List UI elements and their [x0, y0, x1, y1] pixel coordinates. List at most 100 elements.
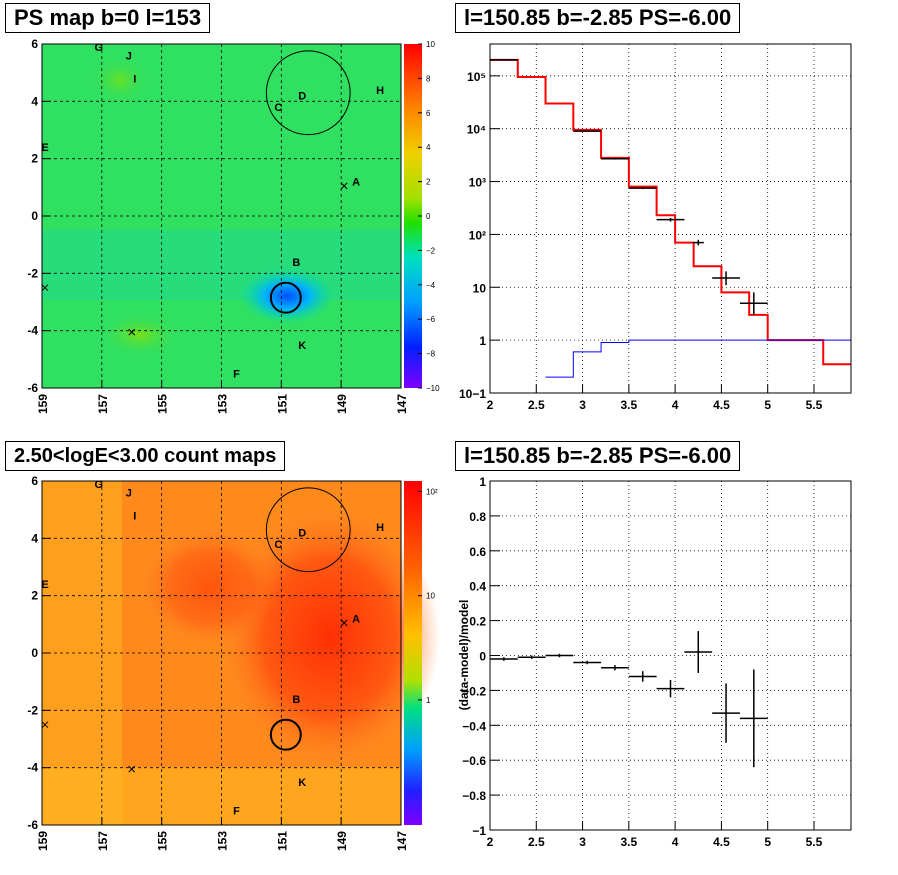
y-tick-label: 2	[31, 589, 38, 603]
ps-map-field	[42, 44, 401, 388]
source-label: F	[233, 806, 240, 818]
y-tick-label: 10	[473, 281, 487, 295]
y-tick-label: 10²	[469, 228, 486, 242]
y-tick-label: 6	[31, 37, 38, 51]
region-circle	[269, 281, 302, 314]
y-tick-label: 10⁴	[467, 123, 486, 137]
ps-map-colorbar-ticks: 10 8 6 4 2 0 −2 −4 −6 −8 −10	[418, 40, 440, 393]
source-label: E	[41, 142, 48, 154]
source-label: D	[298, 91, 306, 103]
residual-grid	[489, 480, 851, 831]
spectrum-frame	[489, 43, 852, 394]
spectrum-series	[490, 58, 851, 378]
colorbar-tick-label: 0	[426, 212, 431, 221]
x-tick-label: 2	[487, 835, 494, 849]
source-label: C	[274, 539, 282, 551]
y-tick-label: -2	[27, 266, 38, 280]
ps-map-axes: 159 157 155 153 151 149 147 6 4 2 0 -2 -4 -6	[27, 37, 409, 414]
colorbar-tick-label: −2	[426, 246, 436, 255]
source-label: I	[133, 510, 136, 522]
x-tick-label: 3.5	[621, 835, 638, 849]
x-tick-label: 3	[579, 835, 586, 849]
source-label: B	[292, 694, 300, 706]
y-tick-label: 10⁵	[467, 70, 486, 84]
x-tick-label: 2	[487, 398, 494, 412]
colorbar-tick-label: 1	[426, 696, 431, 705]
x-tick-label: 5.5	[806, 835, 823, 849]
source-label: H	[376, 85, 384, 97]
residual-series	[490, 631, 768, 768]
ps-map-chart: A B C D E F G H IJ K 159 157 155 153 151 149 147 6 4 2 0 -2 -…	[27, 37, 440, 414]
x-tick-label: 5.5	[806, 398, 823, 412]
x-tick-label: 159	[36, 831, 50, 851]
ps-map-overlay: A B C D E F G H IJ K	[41, 42, 384, 381]
colorbar-tick-label: 4	[426, 143, 431, 152]
source-label: C	[274, 102, 282, 114]
y-tick-label: 0.2	[469, 615, 486, 629]
x-tick-label: 151	[275, 831, 289, 851]
x-tick-label: 3	[579, 398, 586, 412]
y-tick-label: 4	[31, 94, 38, 108]
ps-map-dip	[239, 268, 335, 324]
colorbar-tick-label: 10²	[426, 487, 438, 496]
x-tick-label: 4.5	[713, 835, 730, 849]
colorbar-tick-label: 10	[426, 40, 435, 49]
x-tick-label: 153	[216, 831, 230, 851]
source-label: I	[133, 73, 136, 85]
x-tick-label: 153	[216, 394, 230, 414]
x-tick-label: 2.5	[528, 835, 545, 849]
residual-axes: 2 2.5 3 3.5 4 4.5 5 5.5 1 0.8 0.6 0.4 0.2 0 −0.2 −0.4 −0…	[462, 475, 822, 849]
colorbar-tick-label: 8	[426, 74, 431, 83]
y-tick-label: 10³	[469, 176, 486, 190]
ps-map-hotspot	[100, 313, 180, 357]
x-tick-label: 147	[395, 394, 409, 414]
count-map-title: 2.50<logE<3.00 count maps	[5, 441, 286, 471]
colorbar-tick-label: 10	[426, 592, 435, 601]
region-circle	[269, 718, 302, 751]
ps-map-colorbar	[404, 44, 422, 388]
y-tick-label: 0	[479, 650, 486, 664]
colorbar-tick-label: 2	[426, 178, 431, 187]
model-series-line	[490, 58, 851, 366]
region-circle	[265, 50, 351, 136]
y-tick-label: −1	[472, 824, 486, 838]
y-tick-label: 0.6	[469, 545, 486, 559]
y-tick-label: 2	[31, 152, 38, 166]
x-tick-label: 151	[275, 394, 289, 414]
y-tick-label: -4	[27, 761, 38, 775]
x-tick-label: 149	[335, 831, 349, 851]
colorbar-tick-label: −10	[426, 384, 440, 393]
colorbar-tick-label: −8	[426, 350, 436, 359]
x-tick-label: 157	[96, 394, 110, 414]
source-label: G	[95, 479, 104, 491]
y-tick-label: −0.6	[462, 754, 486, 768]
background-series-line	[545, 339, 851, 378]
cross-marker	[340, 182, 348, 190]
y-tick-label: 6	[31, 474, 38, 488]
count-map-chart: A B C D E F G H IJ K 159 157 155 153 151 149 147 6 4 2 0 -2 -…	[27, 474, 440, 851]
y-tick-label: −0.8	[462, 789, 486, 803]
y-tick-label: -2	[27, 703, 38, 717]
colorbar-tick-label: −4	[426, 281, 436, 290]
x-tick-label: 2.5	[528, 398, 545, 412]
count-map-colorbar-ticks: 10² 10 1	[418, 487, 438, 705]
y-tick-label: 10−1	[459, 387, 486, 401]
y-tick-label: 0	[31, 209, 38, 223]
x-tick-label: 159	[36, 394, 50, 414]
cross-marker	[128, 765, 136, 773]
source-label: F	[233, 369, 240, 381]
y-tick-label: −0.2	[462, 684, 486, 698]
y-tick-label: 4	[31, 531, 38, 545]
source-label: G	[95, 42, 104, 54]
y-tick-label: 0.8	[469, 510, 486, 524]
x-tick-label: 4	[672, 398, 679, 412]
y-tick-label: −0.4	[462, 719, 486, 733]
y-tick-label: -4	[27, 324, 38, 338]
colorbar-tick-label: −6	[426, 315, 436, 324]
source-label: E	[41, 579, 48, 591]
x-tick-label: 3.5	[621, 398, 638, 412]
source-label: K	[298, 340, 306, 352]
count-map-hotspot	[140, 527, 280, 647]
spectrum-chart: 2 2.5 3 3.5 4 4.5 5 5.5 10−1 1 10 10² 10³ 10⁴ 10⁵	[459, 43, 852, 412]
cross-marker	[128, 328, 136, 336]
